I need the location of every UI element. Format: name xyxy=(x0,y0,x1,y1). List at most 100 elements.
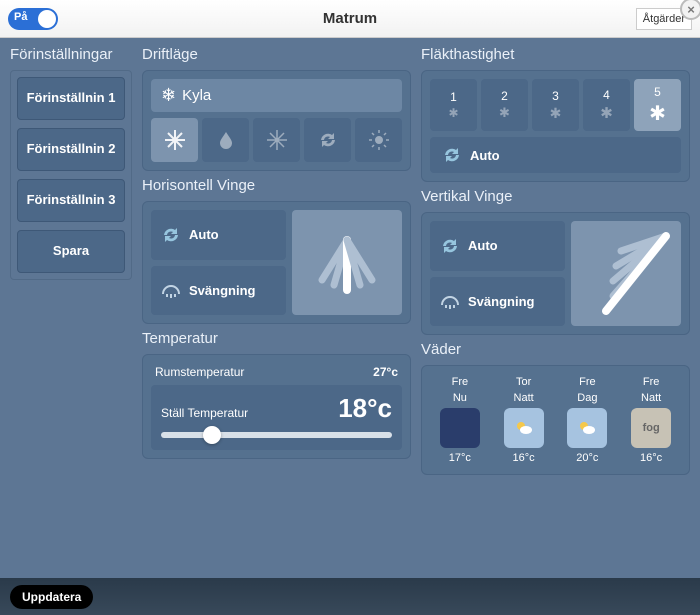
asterisk-icon: ✱ xyxy=(649,101,666,126)
hvane-label: Horisontell Vinge xyxy=(142,177,411,197)
update-button[interactable]: Uppdatera xyxy=(10,585,93,609)
temp-slider[interactable] xyxy=(161,432,392,438)
hvane-buttons: Auto Svängning xyxy=(151,210,286,315)
vvane-auto-label: Auto xyxy=(468,238,498,253)
power-toggle[interactable]: På xyxy=(8,8,58,30)
temp-section: Temperatur Rumstemperatur 27°c Ställ Tem… xyxy=(142,330,411,459)
room-temp-value: 27°c xyxy=(373,365,398,379)
room-temp-row: Rumstemperatur 27°c xyxy=(151,363,402,385)
toggle-knob xyxy=(38,10,56,28)
fog-icon: fog xyxy=(631,408,671,448)
fan-auto-label: Auto xyxy=(470,148,500,163)
fan-4-label: 4 xyxy=(603,88,610,102)
weather-day: Fre xyxy=(643,376,660,388)
vvane-label: Vertikal Vinge xyxy=(421,188,690,208)
cycle-icon xyxy=(442,145,462,165)
weather-temp: 17°c xyxy=(449,452,471,464)
vvane-section: Vertikal Vinge Auto Svängning xyxy=(421,188,690,335)
close-icon[interactable]: × xyxy=(680,0,700,20)
vvane-swing-button[interactable]: Svängning xyxy=(430,277,565,327)
cycle-icon xyxy=(318,130,338,150)
presets-label: Förinställningar xyxy=(10,46,132,66)
hvane-swing-label: Svängning xyxy=(189,283,255,298)
vvane-visual[interactable] xyxy=(571,221,681,326)
weather-panel: Fre Nu 17°c Tor Natt 16°c Fre Dag xyxy=(421,365,690,475)
swing-icon xyxy=(161,280,181,300)
cycle-icon xyxy=(440,236,460,256)
weather-temp: 20°c xyxy=(576,452,598,464)
cycle-icon xyxy=(161,225,181,245)
snowflake-icon: ❄ xyxy=(161,85,176,106)
fan-2-label: 2 xyxy=(501,89,508,103)
hvane-swing-button[interactable]: Svängning xyxy=(151,266,286,316)
weather-item-0: Fre Nu 17°c xyxy=(430,374,490,466)
weather-part: Dag xyxy=(577,392,597,404)
partly-cloudy-icon xyxy=(504,408,544,448)
preset-save-button[interactable]: Spara xyxy=(17,230,125,273)
fan-section: Fläkthastighet 1✱ 2✱ 3✱ 4✱ 5✱ Auto xyxy=(421,46,690,182)
fan-level-5[interactable]: 5✱ xyxy=(634,79,681,131)
vvane-panel: Auto Svängning xyxy=(421,212,690,335)
fan-5-label: 5 xyxy=(654,85,661,99)
mode-dry-button[interactable] xyxy=(202,118,249,162)
page-title: Matrum xyxy=(0,10,700,27)
weather-temp: 16°c xyxy=(513,452,535,464)
mode-current: ❄ Kyla xyxy=(151,79,402,112)
swing-icon xyxy=(440,291,460,311)
mode-fan-button[interactable] xyxy=(253,118,300,162)
set-temp-box: Ställ Temperatur 18°c xyxy=(151,385,402,450)
vvane-swing-label: Svängning xyxy=(468,294,534,309)
preset-3-button[interactable]: Förinställnin 3 xyxy=(17,179,125,222)
weather-part: Natt xyxy=(514,392,534,404)
vvane-auto-button[interactable]: Auto xyxy=(430,221,565,271)
sun-icon xyxy=(369,130,389,150)
fan-1-label: 1 xyxy=(450,90,457,104)
temp-panel: Rumstemperatur 27°c Ställ Temperatur 18°… xyxy=(142,354,411,459)
presets-column: Förinställningar Förinställnin 1 Förinst… xyxy=(10,46,132,570)
fan-panel: 1✱ 2✱ 3✱ 4✱ 5✱ Auto xyxy=(421,70,690,182)
weather-day: Fre xyxy=(452,376,469,388)
weather-section: Väder Fre Nu 17°c Tor Natt 16°c xyxy=(421,341,690,475)
hvane-auto-label: Auto xyxy=(189,227,219,242)
mode-heat-button[interactable] xyxy=(355,118,402,162)
fan-level-4[interactable]: 4✱ xyxy=(583,79,630,131)
fan-levels: 1✱ 2✱ 3✱ 4✱ 5✱ xyxy=(430,79,681,131)
center-column: Driftläge ❄ Kyla Horisontell Vinge xyxy=(142,46,411,570)
weather-part: Nu xyxy=(453,392,467,404)
slider-knob[interactable] xyxy=(203,426,221,444)
weather-temp: 16°c xyxy=(640,452,662,464)
fan-auto-button[interactable]: Auto xyxy=(430,137,681,173)
mode-label: Driftläge xyxy=(142,46,411,66)
weather-day: Tor xyxy=(516,376,531,388)
mode-cool-button[interactable] xyxy=(151,118,198,162)
asterisk-icon: ✱ xyxy=(550,105,562,122)
fan-level-3[interactable]: 3✱ xyxy=(532,79,579,131)
preset-1-button[interactable]: Förinställnin 1 xyxy=(17,77,125,120)
set-temp-label: Ställ Temperatur xyxy=(161,406,248,420)
fan-level-2[interactable]: 2✱ xyxy=(481,79,528,131)
presets-list: Förinställnin 1 Förinställnin 2 Förinstä… xyxy=(10,70,132,280)
hvane-visual[interactable] xyxy=(292,210,402,315)
temp-label: Temperatur xyxy=(142,330,411,350)
toggle-label: På xyxy=(14,11,27,23)
asterisk-icon: ✱ xyxy=(448,106,458,120)
weather-item-2: Fre Dag 20°c xyxy=(558,374,618,466)
header-bar: På Matrum Åtgärder × xyxy=(0,0,700,38)
mode-auto-button[interactable] xyxy=(304,118,351,162)
drop-icon xyxy=(216,130,236,150)
fan-level-1[interactable]: 1✱ xyxy=(430,79,477,131)
footer-bar: Uppdatera xyxy=(0,578,700,615)
vvane-buttons: Auto Svängning xyxy=(430,221,565,326)
fan-label: Fläkthastighet xyxy=(421,46,690,66)
weather-row: Fre Nu 17°c Tor Natt 16°c Fre Dag xyxy=(430,374,681,466)
right-column: Fläkthastighet 1✱ 2✱ 3✱ 4✱ 5✱ Auto Verti… xyxy=(421,46,690,570)
asterisk-icon: ✱ xyxy=(600,104,613,122)
hvane-auto-button[interactable]: Auto xyxy=(151,210,286,260)
weather-item-1: Tor Natt 16°c xyxy=(494,374,554,466)
moon-icon xyxy=(440,408,480,448)
asterisk-icon: ✱ xyxy=(499,105,510,121)
preset-2-button[interactable]: Förinställnin 2 xyxy=(17,128,125,171)
main-area: Förinställningar Förinställnin 1 Förinst… xyxy=(0,38,700,578)
hvane-panel: Auto Svängning xyxy=(142,201,411,324)
mode-options xyxy=(151,118,402,162)
